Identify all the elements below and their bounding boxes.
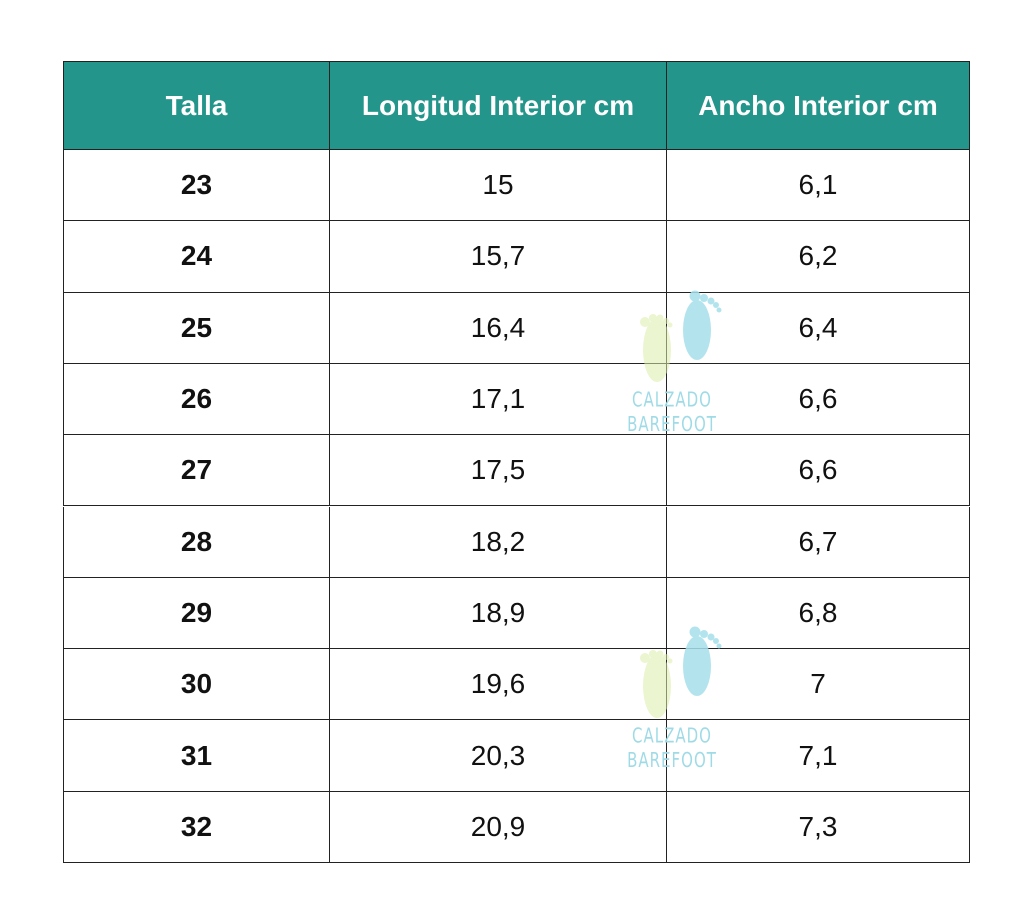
table-cell: 17,5 [330, 435, 667, 507]
table-cell: 31 [63, 720, 330, 792]
table-cell: 15 [330, 150, 667, 222]
table-cell: 7,1 [667, 720, 970, 792]
table-cell: 28 [63, 506, 330, 578]
table-cell: 6,6 [667, 363, 970, 436]
table-cell: 18,9 [330, 577, 667, 650]
table-cell: 6,6 [667, 435, 970, 507]
table-cell: 23 [63, 150, 330, 222]
table-cell: 7,3 [667, 791, 970, 863]
table-cell: 24 [63, 221, 330, 293]
table-cell: 15,7 [330, 221, 667, 293]
table-cell: 6,2 [667, 221, 970, 293]
header-cell: Talla [63, 61, 330, 150]
header-cell: Ancho Interior cm [667, 61, 970, 150]
table-cell: 25 [63, 292, 330, 364]
table-cell: 26 [63, 363, 330, 436]
table-cell: 17,1 [330, 363, 667, 436]
header-cell: Longitud Interior cm [330, 61, 667, 150]
table-cell: 18,2 [330, 506, 667, 578]
table-cell: 16,4 [330, 292, 667, 364]
table-cell: 6,8 [667, 577, 970, 650]
table-cell: 20,3 [330, 720, 667, 792]
table-cell: 27 [63, 435, 330, 507]
table-cell: 30 [63, 649, 330, 721]
table-cell: 19,6 [330, 649, 667, 721]
table-cell: 6,7 [667, 506, 970, 578]
size-table: Talla Longitud Interior cm Ancho Interior … [63, 61, 970, 863]
table-cell: 7 [667, 649, 970, 721]
table-cell: 29 [63, 577, 330, 650]
table-cell: 20,9 [330, 791, 667, 863]
table-cell: 32 [63, 791, 330, 863]
table-cell: 6,1 [667, 150, 970, 222]
table-cell: 6,4 [667, 292, 970, 364]
